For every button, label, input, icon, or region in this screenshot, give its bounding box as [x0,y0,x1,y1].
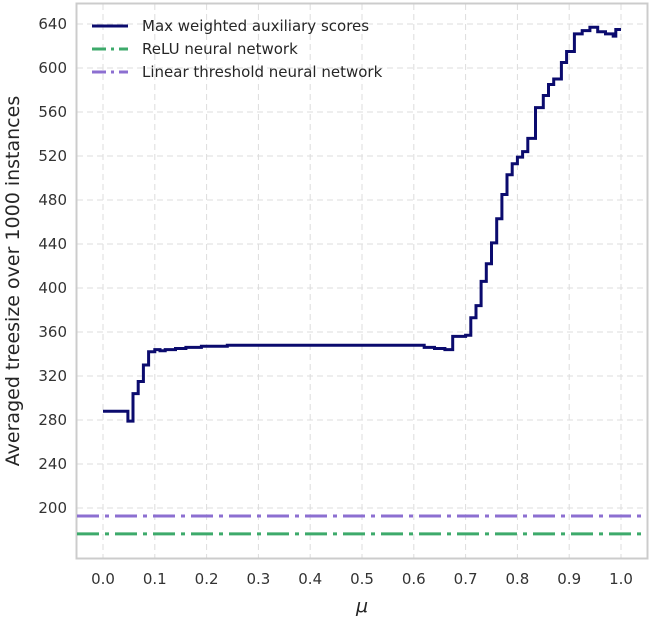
x-tick-label: 0.2 [195,570,219,588]
legend-label: Max weighted auxiliary scores [142,17,369,35]
x-tick-label: 0.1 [143,570,167,588]
series-layer [77,25,647,536]
plot-frame [75,2,649,560]
legend-label: Linear threshold neural network [142,63,383,81]
y-tick-label: 320 [38,367,67,385]
series-line-max-weighted-auxiliary-scores [103,25,621,423]
legend-label: ReLU neural network [142,40,298,58]
x-tick-label: 0.8 [505,570,529,588]
y-tick-label: 440 [38,235,67,253]
x-tick-label: 0.3 [246,570,270,588]
grid-lines [77,4,647,558]
y-tick-labels: 200 240 280 320 360 400 440 480 520 560 600 640 [38,15,67,517]
legend: Max weighted auxiliary scores ReLU neura… [92,17,383,81]
x-axis-label: μ [355,595,368,617]
y-tick-label: 280 [38,411,67,429]
y-tick-label: 360 [38,323,67,341]
y-tick-label: 480 [38,191,67,209]
y-axis-label: Averaged treesize over 1000 instances [2,96,24,466]
y-tick-label: 600 [38,59,67,77]
y-tick-label: 520 [38,147,67,165]
x-tick-label: 0.7 [454,570,478,588]
y-tick-label: 560 [38,103,67,121]
legend-item-max-weighted: Max weighted auxiliary scores [92,17,369,35]
x-tick-labels: 0.0 0.1 0.2 0.3 0.4 0.5 0.6 0.7 0.8 0.9 1.0 [91,570,633,588]
x-tick-label: 0.4 [298,570,322,588]
x-tick-label: 0.0 [91,570,115,588]
x-tick-label: 0.9 [557,570,581,588]
x-tick-label: 0.6 [402,570,426,588]
legend-item-relu: ReLU neural network [92,40,298,58]
y-tick-label: 640 [38,15,67,33]
y-tick-label: 400 [38,279,67,297]
y-tick-label: 240 [38,455,67,473]
x-tick-label: 1.0 [609,570,633,588]
x-tick-label: 0.5 [350,570,374,588]
legend-item-linear-threshold: Linear threshold neural network [92,63,383,81]
y-tick-label: 200 [38,499,67,517]
